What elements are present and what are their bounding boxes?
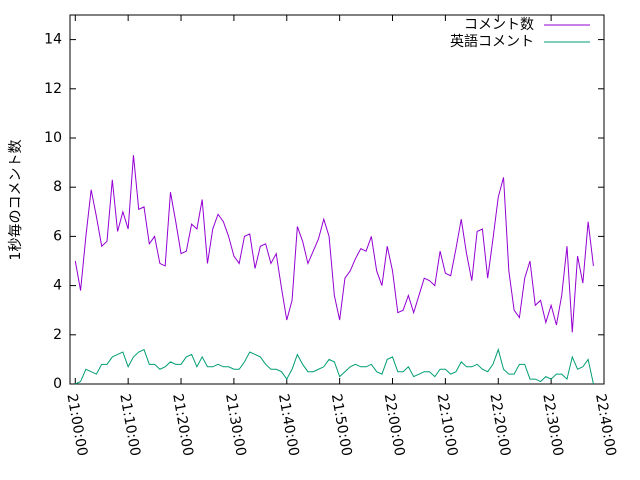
x-tick-label: 21:00:00 (63, 393, 90, 458)
y-axis-label: 1秒毎のコメント数 (8, 140, 24, 261)
x-tick-label: 22:00:00 (381, 393, 408, 458)
x-tick-label: 21:20:00 (169, 393, 196, 458)
y-tick-label: 4 (53, 278, 62, 294)
y-tick-label: 14 (44, 32, 62, 48)
plot-border (69, 14, 605, 385)
x-tick-label: 21:10:00 (116, 393, 143, 458)
x-tick-label: 22:30:00 (539, 393, 566, 458)
legend-label: コメント数 (464, 17, 534, 33)
y-tick-label: 0 (53, 376, 62, 392)
x-tick-label: 22:20:00 (486, 393, 513, 458)
y-tick-label: 10 (44, 130, 62, 146)
x-tick-label: 22:40:00 (592, 393, 619, 458)
legend-label: 英語コメント (450, 33, 534, 50)
series-line (74, 155, 594, 333)
x-tick-label: 21:50:00 (328, 393, 355, 458)
y-tick-label: 8 (53, 179, 62, 195)
series-line (75, 347, 594, 385)
x-tick-label: 21:30:00 (222, 393, 249, 458)
y-tick-label: 6 (53, 228, 62, 244)
y-tick-label: 2 (53, 327, 62, 343)
x-tick-label: 22:10:00 (434, 393, 461, 458)
y-tick-label: 12 (44, 81, 62, 97)
x-tick-label: 21:40:00 (275, 393, 302, 458)
